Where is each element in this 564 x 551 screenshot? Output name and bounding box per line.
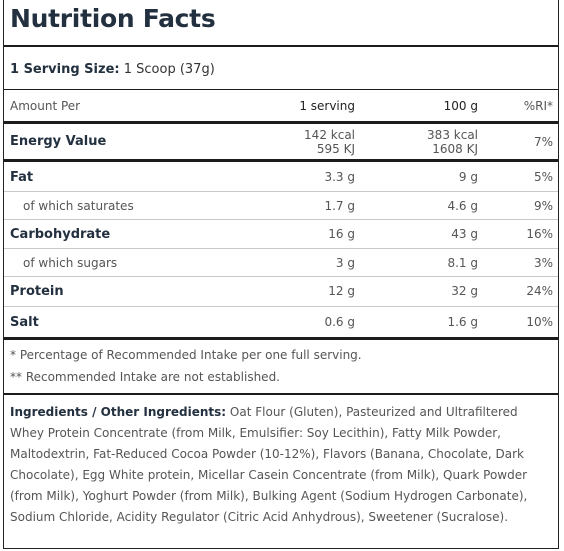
footnote-ri: * Percentage of Recommended Intake per o… <box>10 348 362 362</box>
divider <box>4 393 558 395</box>
row-label: of which saturates <box>23 199 134 213</box>
ingredients-block: Ingredients / Other Ingredients: Oat Flo… <box>10 402 550 528</box>
footnote-not-established: ** Recommended Intake are not establishe… <box>10 370 280 384</box>
row-label: Carbohydrate <box>10 227 111 242</box>
value-100g: 32 g <box>451 284 478 298</box>
col-ri-header: %RI* <box>523 99 553 113</box>
divider <box>4 191 558 192</box>
value-100g: 9 g <box>458 170 478 184</box>
value-ri: 3% <box>533 256 553 270</box>
divider <box>4 276 558 277</box>
value-serving: 1.7 g <box>324 199 355 213</box>
value-serving: 3 g <box>335 256 355 270</box>
divider <box>4 45 558 47</box>
value-serving: 0.6 g <box>324 315 355 329</box>
table-row-energy: Energy Value 142 kcal 595 KJ 383 kcal 16… <box>4 128 558 158</box>
serving-size: 1 Serving Size: 1 Scoop (37g) <box>10 62 215 77</box>
value-ri: 9% <box>533 199 553 213</box>
energy-ri: 7% <box>533 135 553 149</box>
value-ri: 10% <box>526 315 553 329</box>
row-label: Protein <box>10 284 64 299</box>
divider <box>4 306 558 307</box>
value-ri: 5% <box>533 170 553 184</box>
col-serving-header: 1 serving <box>299 99 355 113</box>
row-label: of which sugars <box>23 256 118 270</box>
page-title: Nutrition Facts <box>10 4 216 33</box>
value-ri: 16% <box>526 227 553 241</box>
serving-size-value: 1 Scoop (37g) <box>123 62 215 77</box>
divider <box>4 89 558 90</box>
energy-kj-100g: 1608 KJ <box>432 142 478 156</box>
divider <box>4 248 558 249</box>
energy-kj-serving: 595 KJ <box>316 142 355 156</box>
nutrition-facts-panel: Nutrition Facts 1 Serving Size: 1 Scoop … <box>3 0 559 549</box>
divider <box>4 337 558 340</box>
ingredients-label: Ingredients / Other Ingredients: <box>10 405 227 419</box>
energy-kcal-100g: 383 kcal <box>427 128 478 142</box>
amount-per-label: Amount Per <box>10 99 81 113</box>
row-label: Salt <box>10 315 39 330</box>
divider <box>4 159 558 162</box>
energy-kcal-serving: 142 kcal <box>304 128 355 142</box>
divider <box>4 219 558 220</box>
row-label: Energy Value <box>10 134 107 149</box>
value-serving: 12 g <box>328 284 355 298</box>
value-100g: 8.1 g <box>447 256 478 270</box>
divider <box>4 121 558 124</box>
value-100g: 4.6 g <box>447 199 478 213</box>
value-serving: 16 g <box>328 227 355 241</box>
value-100g: 43 g <box>451 227 478 241</box>
value-serving: 3.3 g <box>324 170 355 184</box>
ingredients-text: Oat Flour (Gluten), Pasteurized and Ultr… <box>10 405 528 524</box>
value-ri: 24% <box>526 284 553 298</box>
value-100g: 1.6 g <box>447 315 478 329</box>
serving-size-label: 1 Serving Size: <box>10 62 120 77</box>
row-label: Fat <box>10 170 34 185</box>
col-100g-header: 100 g <box>443 99 478 113</box>
